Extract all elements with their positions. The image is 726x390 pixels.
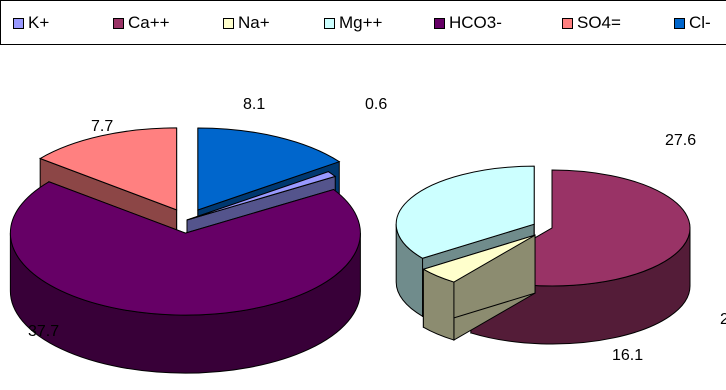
pie-slice-top: [395, 165, 535, 259]
right-pie: [395, 165, 691, 345]
legend-label: Mg++: [339, 13, 383, 32]
legend-item-hco3minus: HCO3-: [434, 13, 502, 33]
legend-item-caplusplus: Ca++: [113, 13, 170, 33]
legend-swatch: [324, 17, 335, 29]
legend-label: K+: [28, 13, 50, 32]
legend-swatch: [674, 17, 685, 29]
pie-slice-top: [422, 234, 536, 283]
legend-label: HCO3-: [449, 13, 502, 32]
data-label-caplusplus: 27.6: [665, 132, 696, 149]
data-label-naplus: 2.: [720, 311, 726, 328]
data-label-kplus: 0.6: [365, 96, 387, 113]
legend: K+ Ca++ Na+ Mg++ HCO3- SO4= Cl-: [0, 0, 726, 45]
legend-swatch: [13, 17, 24, 29]
pie-slice-top: [39, 127, 178, 211]
data-label-mgplusplus: 16.1: [612, 347, 643, 364]
legend-swatch: [562, 17, 573, 29]
data-label-hco3minus: 37.7: [28, 323, 59, 340]
legend-label: Cl-: [689, 13, 711, 32]
data-label-clminus: 8.1: [243, 96, 265, 113]
legend-item-clminus: Cl-: [674, 13, 711, 33]
pie-slice-top: [197, 127, 341, 211]
pie-slice-top: [9, 181, 361, 316]
legend-swatch: [434, 17, 445, 29]
legend-item-mgplusplus: Mg++: [324, 13, 382, 33]
data-label-so4eq: 7.7: [91, 118, 113, 135]
legend-label: SO4=: [577, 13, 621, 32]
left-pie: [9, 127, 361, 374]
legend-item-kplus: K+: [13, 13, 49, 33]
pie-slice-naplus: [422, 234, 536, 341]
legend-swatch: [223, 17, 234, 29]
pie-slice-top: [186, 171, 337, 221]
data-labels: 8.1 0.6 37.7 7.7 27.6 2. 16.1: [28, 96, 726, 364]
legend-item-so4eq: SO4=: [562, 13, 621, 33]
legend-label: Ca++: [128, 13, 170, 32]
pie-slice-hco3minus: [9, 181, 361, 374]
legend-label: Na+: [238, 13, 270, 32]
legend-item-naplus: Na+: [223, 13, 270, 33]
legend-swatch: [113, 17, 124, 29]
